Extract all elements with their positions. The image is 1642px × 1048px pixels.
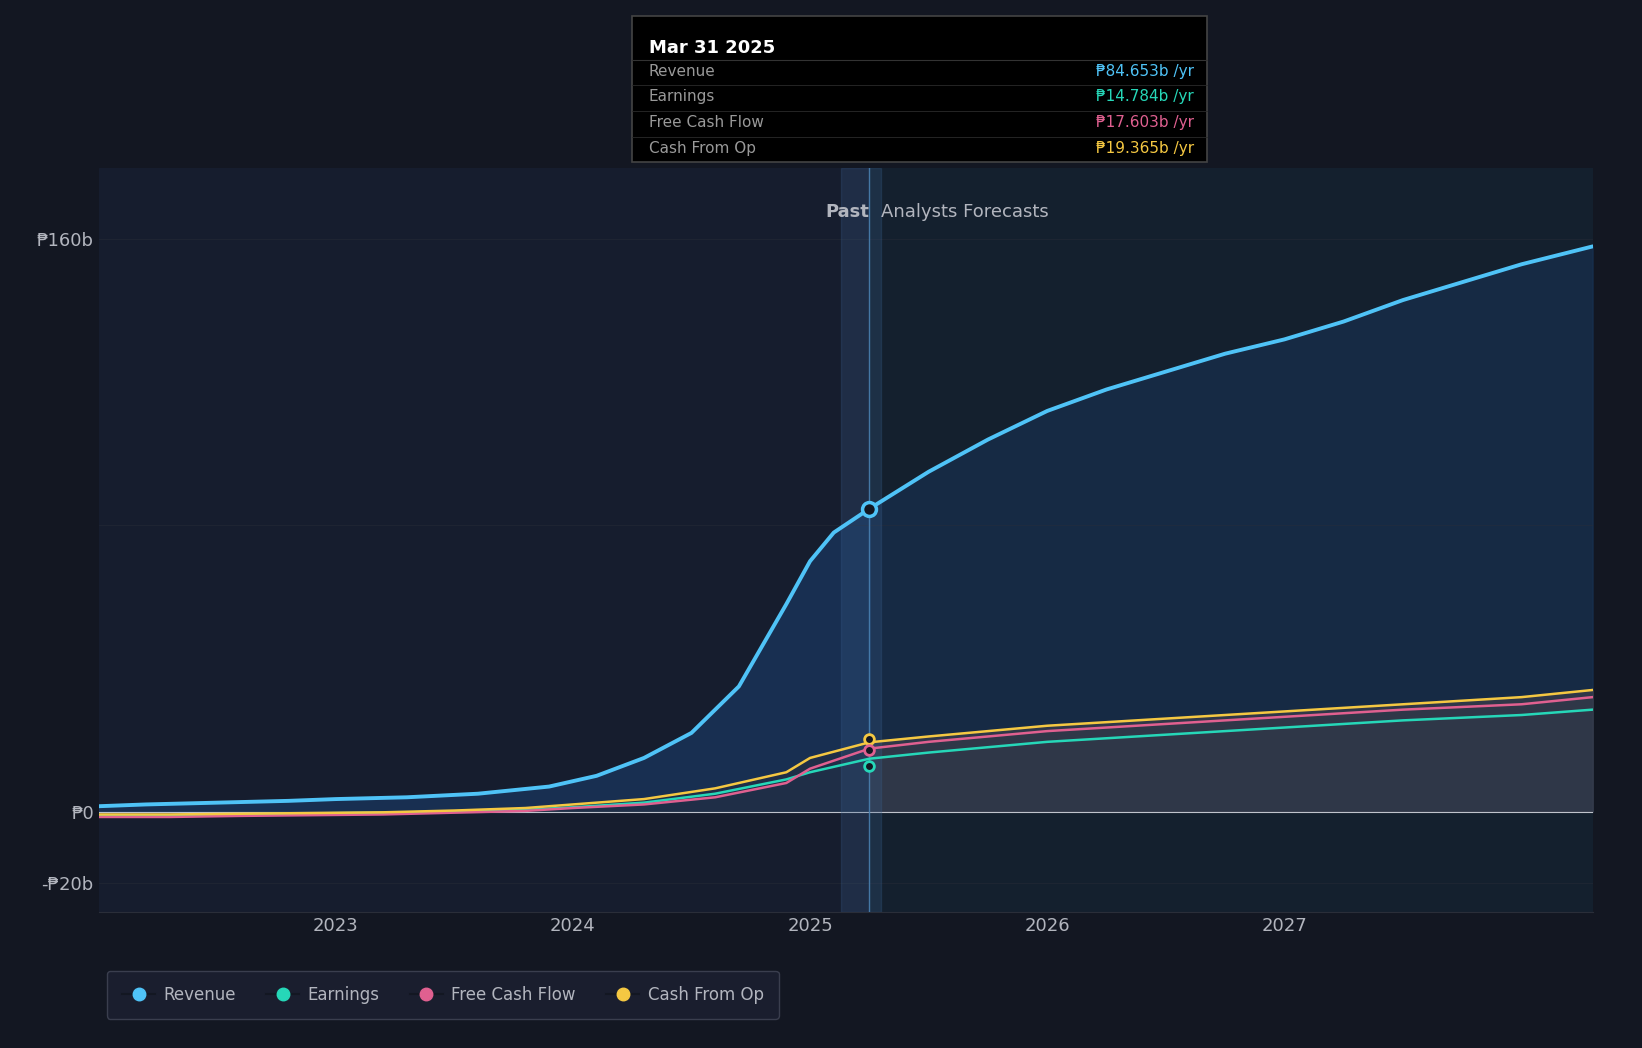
Text: Mar 31 2025: Mar 31 2025 (649, 39, 775, 57)
Text: ₱14.784b /yr: ₱14.784b /yr (1095, 89, 1194, 105)
Legend: Revenue, Earnings, Free Cash Flow, Cash From Op: Revenue, Earnings, Free Cash Flow, Cash … (107, 970, 778, 1019)
Bar (841, 168, 882, 912)
Text: Revenue: Revenue (649, 64, 716, 79)
Text: Analysts Forecasts: Analysts Forecasts (882, 203, 1049, 221)
Bar (99, 168, 869, 912)
Text: Free Cash Flow: Free Cash Flow (649, 115, 764, 130)
Text: ₱19.365b /yr: ₱19.365b /yr (1095, 140, 1194, 156)
Text: Earnings: Earnings (649, 89, 714, 105)
Bar (869, 168, 1593, 912)
Text: ₱17.603b /yr: ₱17.603b /yr (1095, 115, 1194, 130)
Text: Cash From Op: Cash From Op (649, 140, 755, 156)
Text: Past: Past (826, 203, 869, 221)
Text: ₱84.653b /yr: ₱84.653b /yr (1095, 64, 1194, 79)
